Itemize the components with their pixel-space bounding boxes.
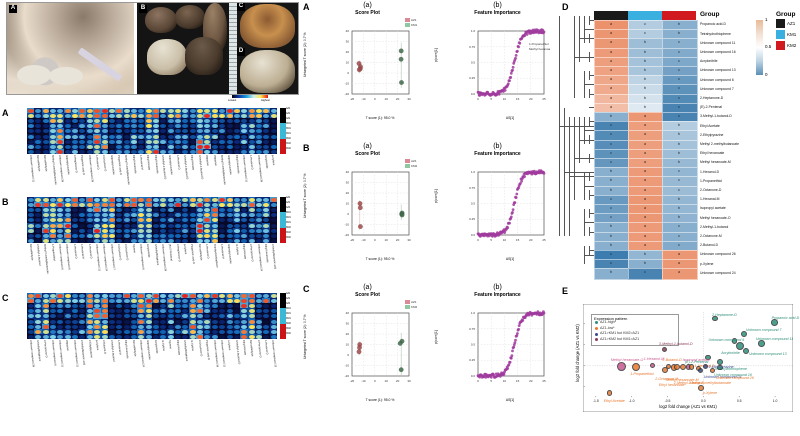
svg-text:10: 10	[346, 202, 350, 206]
svg-text:40: 40	[346, 29, 350, 33]
svg-text:30: 30	[346, 322, 350, 326]
svg-text:-10: -10	[361, 379, 366, 383]
svg-text:25: 25	[542, 97, 546, 101]
svg-text:20: 20	[346, 50, 350, 54]
svg-text:0.0: 0.0	[701, 399, 706, 403]
svg-text:0.25: 0.25	[469, 217, 475, 221]
svg-text:-10: -10	[345, 82, 350, 86]
svg-text:30: 30	[407, 238, 411, 242]
svg-text:10: 10	[503, 97, 507, 101]
svg-text:20: 20	[529, 379, 533, 383]
svg-text:-20: -20	[345, 233, 350, 237]
svg-text:0.5: 0.5	[737, 399, 742, 403]
svg-text:25: 25	[542, 379, 546, 383]
svg-text:0.5: 0.5	[471, 343, 476, 347]
svg-text:-20: -20	[345, 374, 350, 378]
svg-text:1.0: 1.0	[471, 311, 476, 315]
svg-text:0.0: 0.0	[471, 92, 476, 96]
svg-text:1.0: 1.0	[773, 399, 778, 403]
svg-text:-10: -10	[361, 238, 366, 242]
svg-text:10: 10	[385, 238, 389, 242]
svg-text:0.75: 0.75	[469, 327, 475, 331]
svg-text:20: 20	[396, 97, 400, 101]
svg-text:30: 30	[346, 181, 350, 185]
svg-text:10: 10	[385, 97, 389, 101]
svg-text:0.25: 0.25	[469, 358, 475, 362]
svg-text:15: 15	[516, 238, 520, 242]
svg-text:-1.5: -1.5	[593, 399, 599, 403]
svg-text:Methyl hexanoate-M: Methyl hexanoate-M	[529, 47, 550, 51]
svg-text:10: 10	[385, 379, 389, 383]
svg-text:20: 20	[346, 191, 350, 195]
svg-text:0.5: 0.5	[471, 202, 476, 206]
svg-text:0.75: 0.75	[469, 45, 475, 49]
svg-text:0.0: 0.0	[471, 374, 476, 378]
svg-text:10: 10	[346, 343, 350, 347]
svg-text:-10: -10	[361, 97, 366, 101]
svg-text:25: 25	[542, 238, 546, 242]
svg-text:20: 20	[346, 332, 350, 336]
svg-text:15: 15	[516, 97, 520, 101]
svg-text:40: 40	[346, 170, 350, 174]
svg-text:20: 20	[396, 238, 400, 242]
svg-text:-20: -20	[350, 97, 355, 101]
svg-text:-20: -20	[345, 92, 350, 96]
svg-text:1.0: 1.0	[471, 29, 476, 33]
svg-text:0.25: 0.25	[469, 76, 475, 80]
svg-text:30: 30	[407, 379, 411, 383]
svg-text:-10: -10	[345, 223, 350, 227]
svg-text:30: 30	[407, 97, 411, 101]
svg-text:0.5: 0.5	[471, 61, 476, 65]
svg-text:20: 20	[529, 238, 533, 242]
svg-text:20: 20	[396, 379, 400, 383]
svg-text:0.0: 0.0	[471, 233, 476, 237]
svg-text:-0.5: -0.5	[665, 399, 671, 403]
svg-text:1-Propanethiol: 1-Propanethiol	[529, 42, 549, 46]
svg-text:15: 15	[516, 379, 520, 383]
svg-text:10: 10	[503, 238, 507, 242]
svg-text:20: 20	[529, 97, 533, 101]
svg-text:-10: -10	[345, 364, 350, 368]
svg-text:40: 40	[346, 311, 350, 315]
svg-text:-1.0: -1.0	[629, 399, 635, 403]
svg-text:30: 30	[346, 40, 350, 44]
svg-text:-20: -20	[350, 379, 355, 383]
svg-text:-20: -20	[350, 238, 355, 242]
svg-text:0.75: 0.75	[469, 186, 475, 190]
svg-text:1.0: 1.0	[471, 170, 476, 174]
svg-text:10: 10	[503, 379, 507, 383]
svg-text:10: 10	[346, 61, 350, 65]
